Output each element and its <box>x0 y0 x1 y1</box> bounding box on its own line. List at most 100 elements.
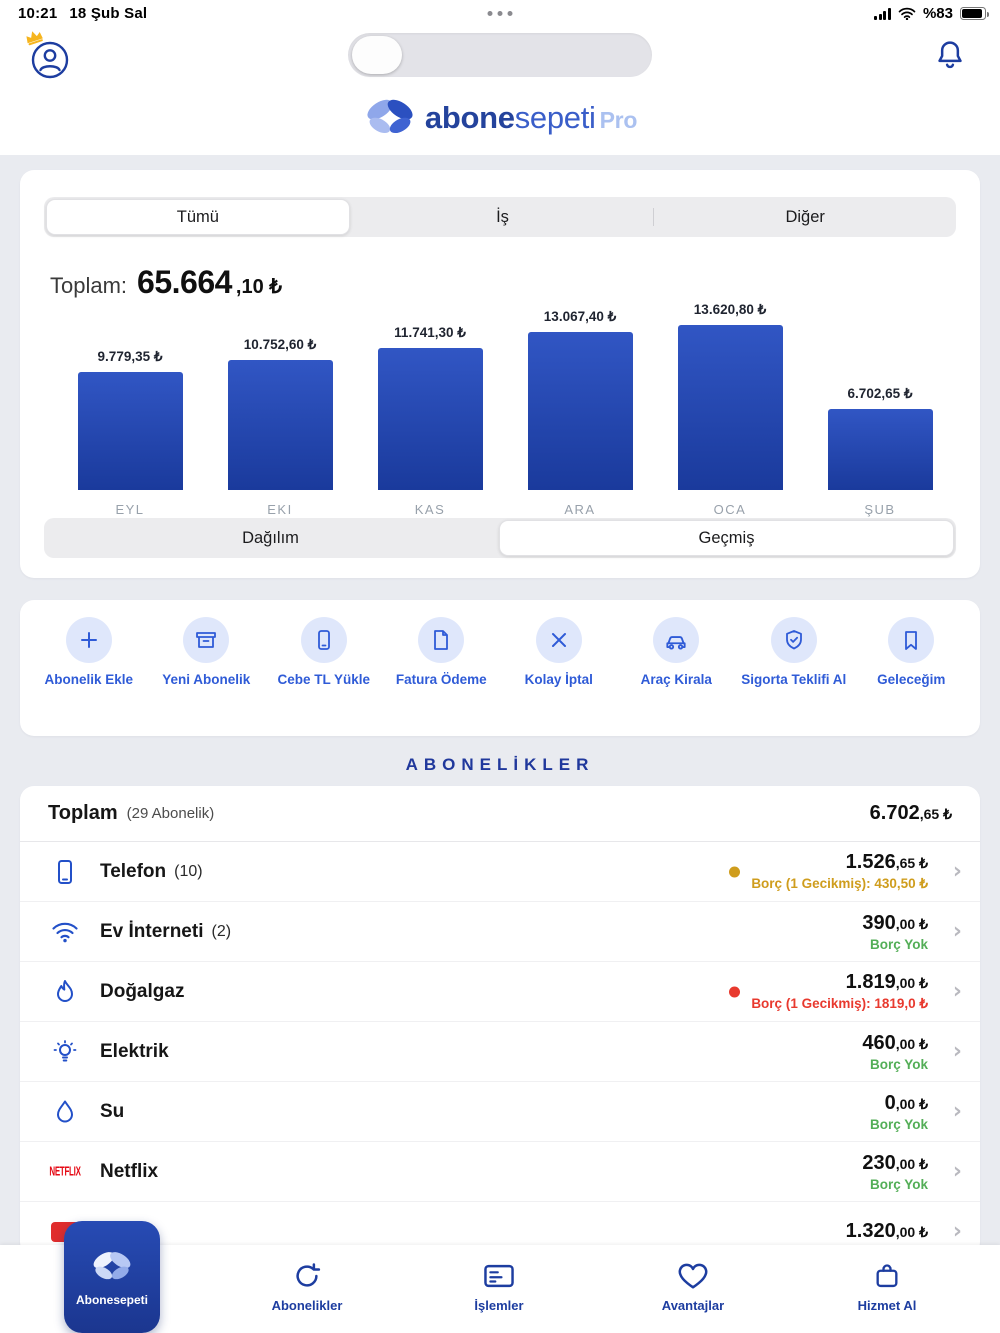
subscription-row-ev-interneti[interactable]: Ev İnterneti (2) 390,00 ₺ Borç Yok › <box>20 902 980 962</box>
category-filter-tabs: Tümü İş Diğer <box>44 197 956 237</box>
total-amount: 65.664 <box>137 264 232 300</box>
subscription-row-netflix[interactable]: NETFLIX Netflix 230,00 ₺ Borç Yok › <box>20 1142 980 1202</box>
bar-column-kas: 11.741,30 ₺ KAS <box>355 300 505 518</box>
subs-total-count: (29 Abonelik) <box>126 805 215 822</box>
total-spending: Toplam: 65.664 ,10 ₺ <box>50 264 282 301</box>
phone-icon <box>300 617 347 663</box>
battery-icon <box>960 7 989 20</box>
nav-item-hizmet-al[interactable]: Hizmet Al <box>817 1245 957 1313</box>
main-content: Tümü İş Diğer Toplam: 65.664 ,10 ₺ 9.779… <box>0 155 1000 1256</box>
action-gelecegim[interactable]: Geleceğim <box>857 617 965 736</box>
bar-value-label: 9.779,35 ₺ <box>97 349 163 364</box>
chevron-right-icon: › <box>952 1098 962 1124</box>
subscription-row-dogalgaz[interactable]: Doğalgaz 1.819,00 ₺ Borç (1 Gecikmiş): 1… <box>20 962 980 1022</box>
action-abonelik-ekle[interactable]: Abonelik Ekle <box>35 617 143 736</box>
chevron-right-icon: › <box>952 858 962 884</box>
x-icon <box>535 617 582 663</box>
notifications-button[interactable] <box>934 38 970 74</box>
butterfly-logo-icon <box>363 95 417 140</box>
subscription-status: Borç Yok <box>869 1116 928 1132</box>
bag-icon <box>873 1259 901 1293</box>
status-date: 18 Şub Sal <box>69 5 148 22</box>
document-icon <box>418 617 465 663</box>
quick-actions-card: Abonelik Ekle Yeni Abonelik Cebe TL Yükl… <box>20 600 980 736</box>
chevron-right-icon: › <box>952 1218 962 1244</box>
multitask-dots-icon <box>487 11 513 16</box>
bar-column-sub: 6.702,65 ₺ ŞUB <box>805 300 955 518</box>
subs-total-label: Toplam <box>48 802 118 824</box>
bar-eki <box>227 360 333 490</box>
tab-is[interactable]: İş <box>496 207 509 226</box>
bulb-icon <box>48 1035 82 1069</box>
action-yeni-abonelik[interactable]: Yeni Abonelik <box>152 617 260 736</box>
action-fatura-odeme[interactable]: Fatura Ödeme <box>387 617 495 736</box>
bar-column-ara: 13.067,40 ₺ ARA <box>505 300 655 518</box>
pro-mode-toggle[interactable] <box>348 33 652 77</box>
status-time-date: 10:21 18 Şub Sal <box>18 5 147 22</box>
tab-tumu[interactable]: Tümü <box>46 199 350 235</box>
action-label: Kolay İptal <box>524 672 593 687</box>
tab-diger[interactable]: Diğer <box>785 207 825 226</box>
subscription-row-elektrik[interactable]: Elektrik 460,00 ₺ Borç Yok › <box>20 1022 980 1082</box>
nav-item-islemler[interactable]: İşlemler <box>429 1245 569 1313</box>
action-sigorta-teklifi[interactable]: Sigorta Teklifi Al <box>740 617 848 736</box>
bar-column-eki: 10.752,60 ₺ EKI <box>205 300 355 518</box>
subscription-amount-block: 1.819,00 ₺ Borç (1 Gecikmiş): 1819,0 ₺ <box>729 971 928 1012</box>
subscription-status: Borç Yok <box>869 1176 928 1192</box>
action-cebe-tl-yukle[interactable]: Cebe TL Yükle <box>270 617 378 736</box>
subscription-status: Borç (1 Gecikmiş): 430,50 ₺ <box>751 876 928 891</box>
chevron-right-icon: › <box>952 918 962 944</box>
nav-item-abonelikler[interactable]: Abonelikler <box>237 1245 377 1313</box>
segment-dagilim[interactable]: Dağılım <box>242 528 299 547</box>
bar-month-label: ŞUB <box>864 502 896 517</box>
action-label: Araç Kirala <box>640 672 712 687</box>
nav-label: Abonesepeti <box>75 1292 148 1307</box>
subscription-amount-block: 390,00 ₺ Borç Yok <box>862 911 928 952</box>
chevron-right-icon: › <box>952 978 962 1004</box>
bar-value-label: 11.741,30 ₺ <box>394 325 466 340</box>
total-label: Toplam: <box>50 273 128 298</box>
bar-column-oca: 13.620,80 ₺ OCA <box>655 300 805 518</box>
tab-divider <box>653 208 655 226</box>
shield-check-icon <box>770 617 817 663</box>
status-bar: 10:21 18 Şub Sal %83 <box>0 0 1000 28</box>
netflix-icon: NETFLIX <box>49 1164 81 1179</box>
subscription-row-su[interactable]: Su 0,00 ₺ Borç Yok › <box>20 1082 980 1142</box>
nav-label: Avantajlar <box>661 1298 725 1313</box>
action-kolay-iptal[interactable]: Kolay İptal <box>505 617 613 736</box>
plus-icon <box>65 617 112 663</box>
status-dot <box>729 866 741 877</box>
view-mode-segment: Dağılım Geçmiş <box>44 518 956 558</box>
profile-avatar[interactable] <box>26 31 72 82</box>
total-cents: ,10 ₺ <box>235 276 283 298</box>
subscription-name: Telefon <box>100 860 167 882</box>
chevron-right-icon: › <box>952 1158 962 1184</box>
subs-total-amount: 6.702 ,65 ₺ <box>869 802 952 824</box>
action-arac-kirala[interactable]: Araç Kirala <box>622 617 730 736</box>
nav-item-abonesepeti[interactable]: Abonesepeti <box>64 1221 160 1333</box>
toggle-knob[interactable] <box>352 36 402 74</box>
butterfly-icon <box>90 1248 134 1285</box>
subscription-row-telefon[interactable]: Telefon (10) 1.526,65 ₺ Borç (1 Gecikmiş… <box>20 842 980 902</box>
subscription-amount-block: 230,00 ₺ Borç Yok <box>862 1151 928 1192</box>
wifi-icon <box>898 7 916 20</box>
action-label: Yeni Abonelik <box>162 672 251 687</box>
subscription-name: Ev İnterneti <box>100 920 204 942</box>
status-dot <box>729 986 741 997</box>
car-icon <box>653 617 700 663</box>
header: abonesepeti Pro <box>0 0 1000 155</box>
subscription-count: (10) <box>174 862 203 880</box>
subscription-name: Netflix <box>100 1160 159 1182</box>
action-label: Sigorta Teklifi Al <box>741 672 847 687</box>
segment-gecmis[interactable]: Geçmiş <box>499 520 954 556</box>
subscription-name: Doğalgaz <box>100 980 185 1002</box>
nav-label: İşlemler <box>474 1298 524 1313</box>
logo-text: abonesepeti Pro <box>425 100 637 136</box>
nav-label: Abonelikler <box>271 1298 343 1313</box>
wifi-icon <box>48 915 82 949</box>
monthly-bar-chart: 9.779,35 ₺ EYL 10.752,60 ₺ EKI 11.741,30… <box>55 300 955 518</box>
action-label: Cebe TL Yükle <box>277 672 371 687</box>
subscription-amount-block: 0,00 ₺ Borç Yok <box>869 1091 928 1132</box>
nav-item-avantajlar[interactable]: Avantajlar <box>623 1245 763 1313</box>
battery-percent: %83 <box>922 5 953 22</box>
